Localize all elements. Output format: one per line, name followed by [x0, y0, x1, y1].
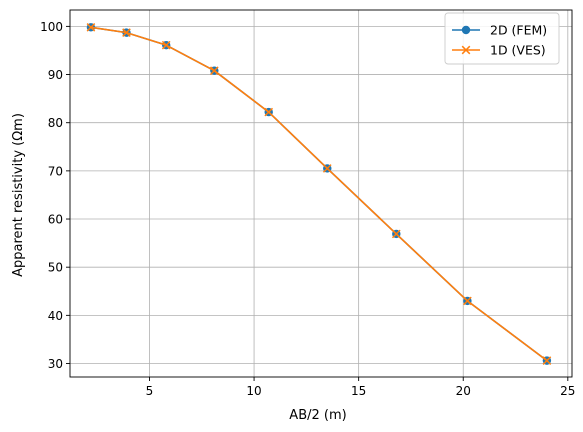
y-tick-label: 100	[40, 20, 63, 34]
legend-label: 2D (FEM)	[490, 23, 547, 38]
legend-marker	[461, 45, 471, 55]
y-tick-label: 60	[48, 213, 63, 227]
y-tick-label: 30	[48, 357, 63, 371]
series-layer	[86, 23, 552, 365]
data-point	[86, 23, 96, 32]
y-tick-label: 40	[48, 309, 63, 323]
series-line	[90, 26, 548, 362]
series-line	[90, 26, 548, 362]
legend: 2D (FEM) 1D (VES)	[444, 12, 560, 65]
series-2	[86, 23, 552, 365]
data-point	[542, 356, 552, 365]
x-tick-label: 10	[246, 384, 261, 398]
x-axis-label: AB/2 (m)	[289, 408, 346, 423]
data-point	[463, 296, 472, 306]
data-point	[322, 164, 332, 173]
legend-marker	[461, 25, 471, 35]
x-tick-label: 5	[146, 384, 154, 398]
legend-label: 1D (VES)	[490, 43, 546, 58]
y-tick-label: 70	[48, 164, 63, 178]
data-point	[161, 40, 171, 50]
y-tick-label: 80	[48, 116, 63, 130]
y-tick-label: 50	[48, 261, 63, 275]
x-tick-label: 20	[456, 384, 471, 398]
data-point	[264, 107, 274, 117]
data-point	[122, 28, 131, 37]
data-point	[391, 229, 401, 239]
data-point	[209, 66, 219, 76]
ticks: 5 10 15 20 25 30 40 50 60 70 80 90 100	[40, 20, 575, 398]
x-tick-label: 25	[560, 384, 575, 398]
y-tick-label: 90	[48, 68, 63, 82]
y-axis-label: Apparent resistivity (Ωm)	[11, 113, 26, 277]
x-tick-label: 15	[351, 384, 366, 398]
plot-frame	[69, 9, 573, 378]
legend-item: 1D (VES)	[452, 43, 546, 58]
legend-item: 2D (FEM)	[452, 23, 547, 38]
legend-box	[444, 12, 560, 65]
